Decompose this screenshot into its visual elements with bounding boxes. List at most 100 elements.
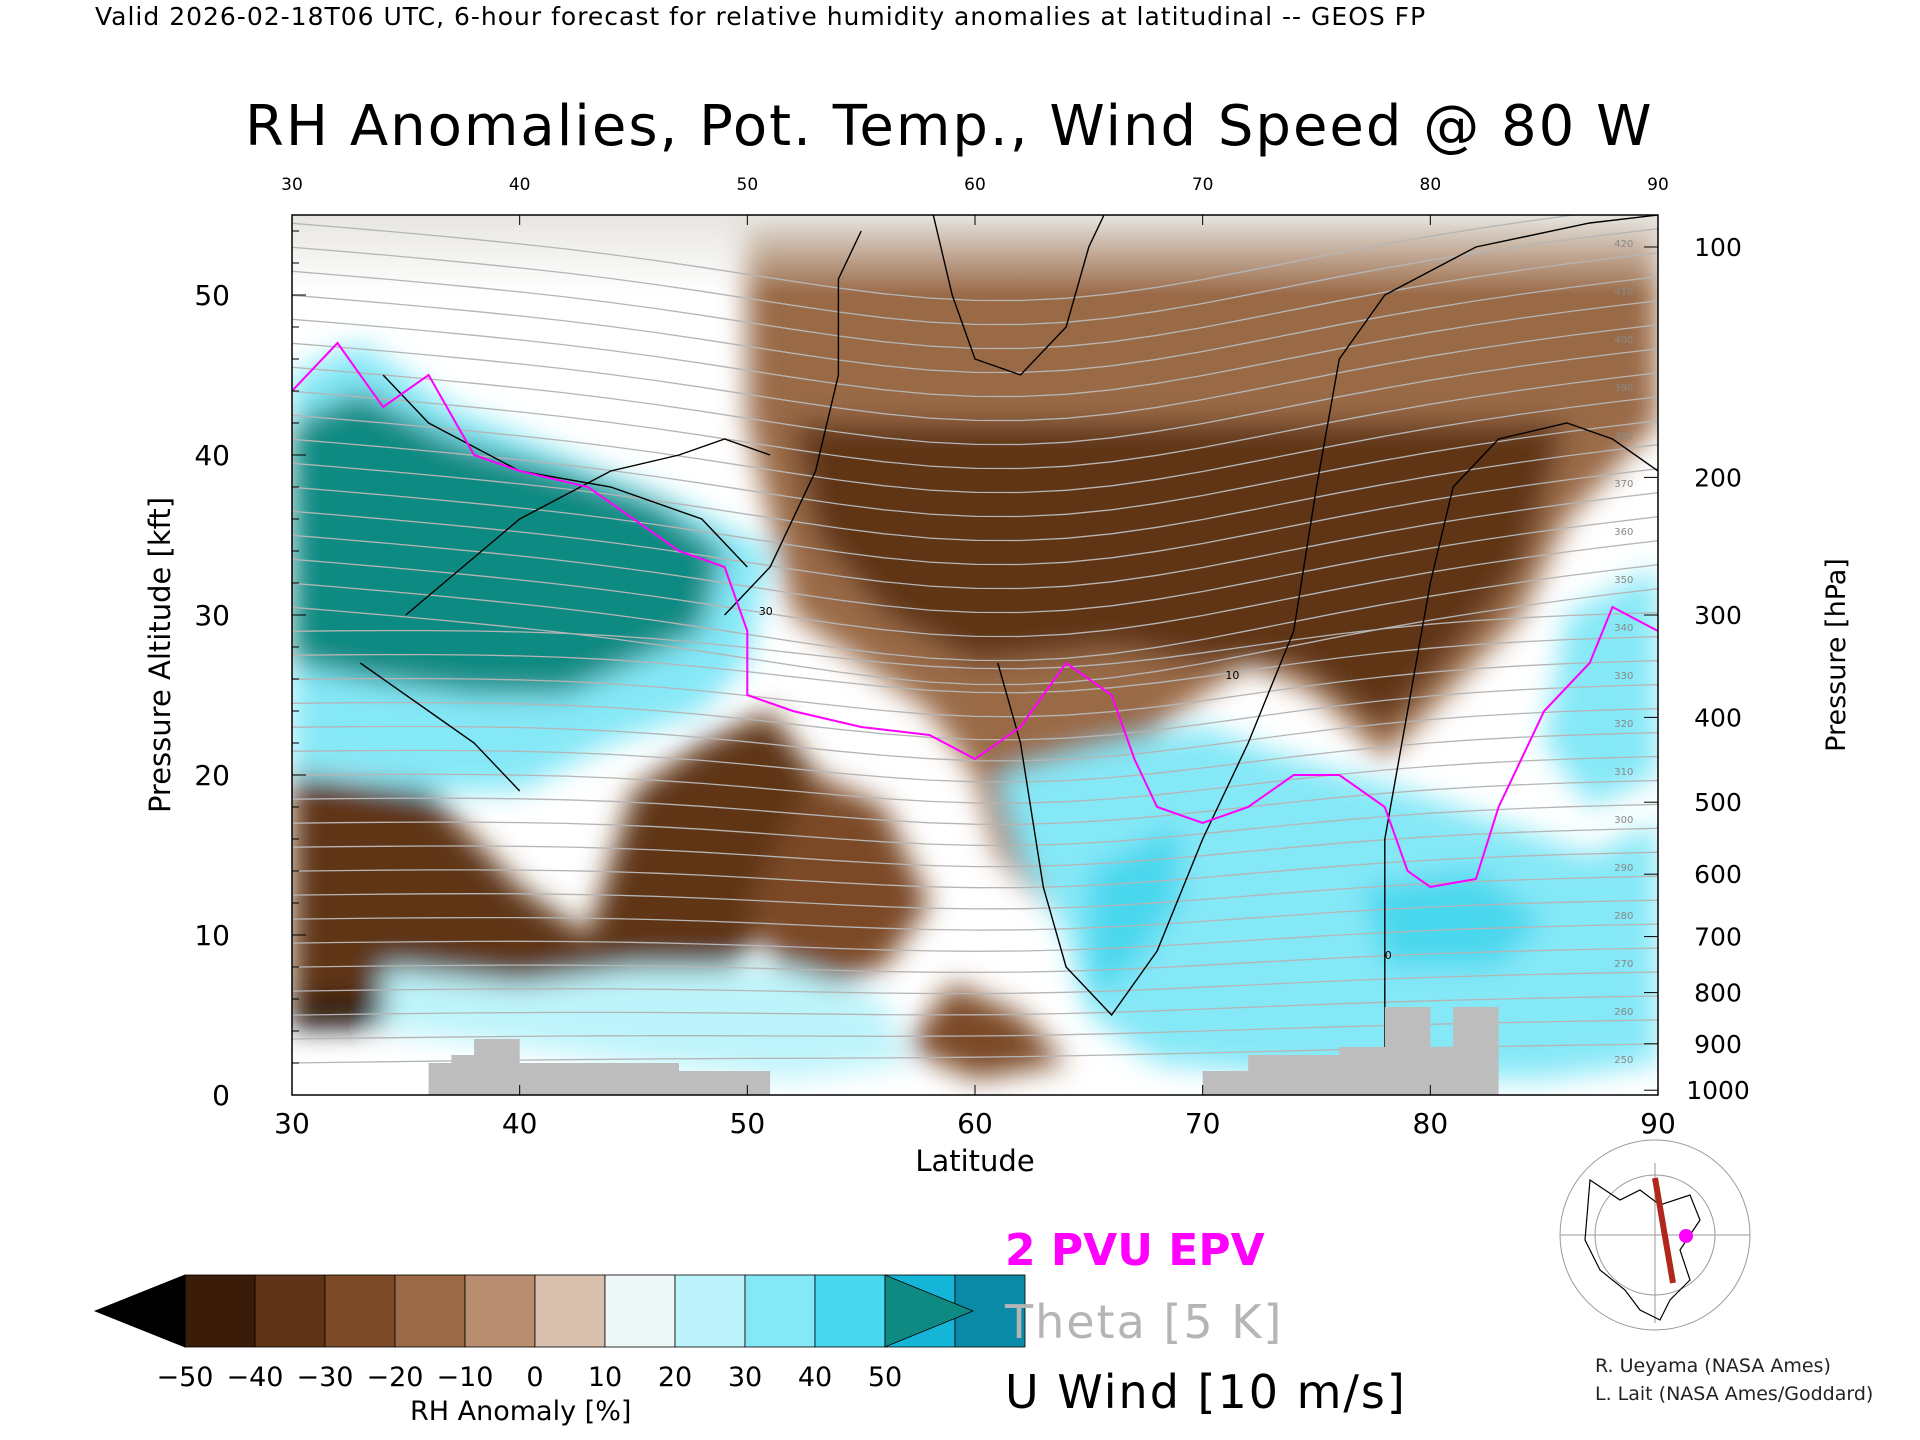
wind-label: 30 — [759, 605, 773, 618]
rh-region-11 — [1362, 871, 1545, 967]
pressure-tick-label: 900 — [1694, 1030, 1742, 1059]
theta-contour — [292, 215, 1580, 302]
y-tick-label: 30 — [194, 599, 230, 632]
colorbar-tick-label: 50 — [868, 1362, 902, 1393]
theta-label: 260 — [1614, 1007, 1633, 1018]
theta-label: 360 — [1614, 527, 1633, 538]
x-top-tick-label: 90 — [1647, 175, 1669, 195]
rh-region-6 — [792, 423, 1567, 727]
rh-region-8 — [292, 391, 725, 695]
theta-label: 420 — [1614, 239, 1633, 250]
x-tick-label: 60 — [957, 1107, 993, 1140]
theta-contour — [292, 731, 1658, 783]
x-tick-label: 80 — [1413, 1107, 1449, 1140]
rh-region-2 — [588, 711, 816, 1031]
wind-contour-5 — [405, 438, 771, 616]
rh-region-9 — [997, 727, 1658, 1079]
theta-contour — [292, 851, 1658, 889]
theta-contour — [292, 875, 1658, 910]
x-tick-label: 30 — [274, 1107, 310, 1140]
theta-label: 330 — [1614, 671, 1633, 682]
theta-contour — [292, 420, 1658, 518]
terrain-0 — [428, 1039, 771, 1095]
theta-contour — [292, 516, 1658, 614]
wind-label: 10 — [1225, 669, 1239, 682]
theta-label: 270 — [1614, 959, 1633, 970]
theta-contour — [292, 588, 1658, 686]
y-axis-label: Pressure Altitude [kft] — [143, 497, 177, 813]
theta-contour — [292, 324, 1658, 422]
colorbar-swatch — [394, 1274, 466, 1348]
stratosphere-fade — [292, 215, 1658, 295]
colorbar-tick-label: −10 — [437, 1362, 494, 1393]
y-tick-label: 50 — [194, 279, 230, 312]
theta-contour — [292, 899, 1658, 931]
theta-label: 340 — [1614, 623, 1633, 634]
pressure-tick-label: 300 — [1694, 601, 1742, 630]
epv-2pvu-line — [292, 341, 1658, 889]
x-axis-label: Latitude — [915, 1144, 1034, 1178]
theta-contour — [292, 444, 1658, 542]
x-tick-label: 90 — [1640, 1107, 1676, 1140]
wind-label: 0 — [1385, 949, 1392, 962]
theta-contour — [292, 707, 1658, 762]
colorbar-tick-label: −50 — [157, 1362, 214, 1393]
theta-label: 370 — [1614, 479, 1633, 490]
wind-contour-0 — [359, 662, 521, 792]
theta-contour — [292, 612, 1658, 670]
colorbar-tick-label: −30 — [297, 1362, 354, 1393]
x-top-tick-label: 60 — [964, 175, 986, 195]
colorbar-tick-label: −40 — [227, 1362, 284, 1393]
theta-contour — [292, 228, 1658, 326]
rh-region-0 — [292, 775, 611, 1015]
legend-theta: Theta [5 K] — [1005, 1295, 1284, 1349]
colorbar-swatch — [534, 1274, 606, 1348]
rh-region-12 — [1544, 567, 1658, 807]
theta-contour — [292, 252, 1658, 350]
theta-label: 290 — [1614, 863, 1633, 874]
colorbar-swatch — [744, 1274, 816, 1348]
credit-ueyama: R. Ueyama (NASA Ames) — [1595, 1355, 1831, 1377]
x-tick-label: 40 — [502, 1107, 538, 1140]
pressure-tick-label: 100 — [1694, 233, 1742, 262]
theta-label: 390 — [1614, 383, 1633, 394]
rh-region-3 — [747, 775, 930, 999]
wind-contour-6 — [382, 374, 748, 568]
x-tick-label: 70 — [1185, 1107, 1221, 1140]
colorbar-label: RH Anomaly [%] — [410, 1396, 632, 1427]
colorbar-tick-label: 40 — [798, 1362, 832, 1393]
location-marker — [1679, 1229, 1693, 1243]
theta-contour — [292, 276, 1658, 374]
forecast-caption: Valid 2026-02-18T06 UTC, 6-hour forecast… — [95, 2, 1427, 31]
pressure-tick-label: 200 — [1694, 463, 1742, 492]
theta-label: 310 — [1614, 767, 1633, 778]
theta-contour — [292, 372, 1658, 470]
x-top-tick-label: 30 — [281, 175, 303, 195]
x-top-tick-label: 50 — [737, 175, 759, 195]
theta-contour — [292, 492, 1658, 590]
pressure-tick-label: 500 — [1694, 788, 1742, 817]
theta-contour — [292, 636, 1658, 694]
colorbar-tick-label: 10 — [588, 1362, 622, 1393]
wind-contour-2 — [932, 215, 1105, 376]
wind-contour-3 — [997, 215, 1658, 1017]
theta-contour — [292, 684, 1658, 741]
theta-label: 320 — [1614, 719, 1633, 730]
theta-contour — [292, 827, 1658, 868]
colorbar-swatch — [254, 1274, 326, 1348]
theta-contour — [292, 396, 1658, 494]
colorbar-swatch — [604, 1274, 676, 1348]
theta-label: 350 — [1614, 575, 1633, 586]
theta-label: 400 — [1614, 335, 1633, 346]
colorbar-swatch — [324, 1274, 396, 1348]
theta-contour — [292, 995, 1658, 1016]
theta-contour — [292, 660, 1658, 718]
rh-region-10 — [1088, 823, 1180, 999]
colorbar-low-arrow — [93, 1274, 186, 1348]
colorbar-tick-label: −20 — [367, 1362, 424, 1393]
colorbar-swatch — [674, 1274, 746, 1348]
credit-lait: L. Lait (NASA Ames/Goddard) — [1595, 1383, 1874, 1405]
theta-label: 410 — [1614, 287, 1633, 298]
x-top-tick-label: 80 — [1420, 175, 1442, 195]
colorbar-swatch — [814, 1274, 886, 1348]
